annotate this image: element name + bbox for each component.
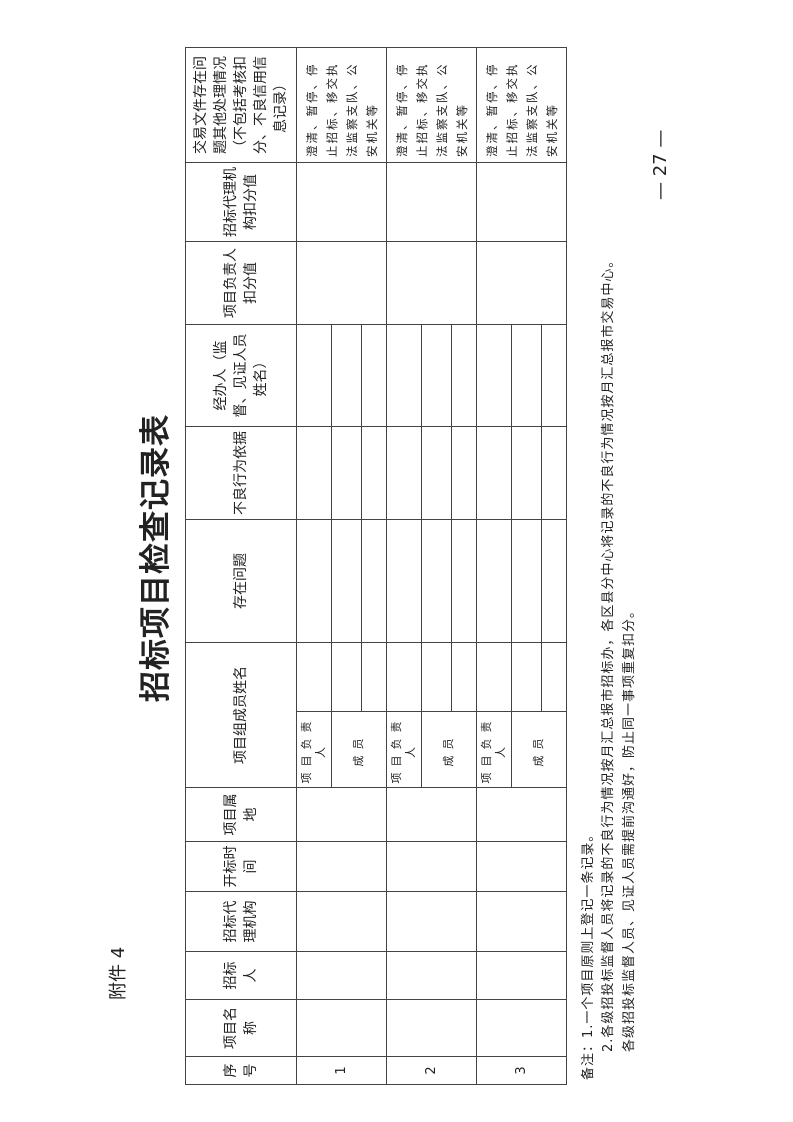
basis-cell[interactable] xyxy=(476,426,512,520)
handler-cell[interactable] xyxy=(451,324,477,427)
leader-name-cell[interactable] xyxy=(296,642,332,712)
member-name-cell[interactable] xyxy=(331,642,362,712)
handler-cell[interactable] xyxy=(476,324,512,427)
handler-cell[interactable] xyxy=(421,324,452,427)
issue-cell[interactable] xyxy=(541,519,567,643)
other-handling-cell: 澄清、暂停、停止招标、移交执法监察支队、公安机关等 xyxy=(296,47,387,163)
agency-deduct-cell[interactable] xyxy=(476,162,567,242)
leader-deduct-cell[interactable] xyxy=(296,241,387,325)
leader-deduct-cell[interactable] xyxy=(386,241,477,325)
header-row: 序号 项目名称 招标人 招标代理机构 开标时间 项目属地 项目组成员姓名 存在问… xyxy=(185,47,297,1085)
handler-cell[interactable] xyxy=(296,324,332,427)
location-cell[interactable] xyxy=(386,787,477,842)
basis-cell[interactable] xyxy=(541,426,567,520)
table-row: 2 项目负责人 澄清、暂停、停止招标、移交执法监察支队、公安机关等 xyxy=(386,47,477,1085)
header-basis: 不良行为依据 xyxy=(185,426,297,520)
issue-cell[interactable] xyxy=(361,519,387,643)
basis-cell[interactable] xyxy=(421,426,452,520)
member-name-cell[interactable] xyxy=(541,642,567,712)
leader-name-cell[interactable] xyxy=(386,642,422,712)
header-seq: 序号 xyxy=(185,1056,297,1085)
basis-cell[interactable] xyxy=(451,426,477,520)
table-row: 3 项目负责人 澄清、暂停、停止招标、移交执法监察支队、公安机关等 xyxy=(476,47,567,1085)
header-open-time: 开标时间 xyxy=(185,841,297,892)
issue-cell[interactable] xyxy=(296,519,332,643)
note-line-3: 各级招投标监督人员、见证人员需提前沟通好，防止同一事项重复扣分。 xyxy=(622,603,637,1052)
location-cell[interactable] xyxy=(296,787,387,842)
table-row: 1 项目负责人 澄清、暂停、停止招标、移交执法监察支队、公安机关等 xyxy=(296,47,387,1085)
page-number: — 27 — xyxy=(650,129,671,200)
member-name-cell[interactable] xyxy=(421,642,452,712)
handler-cell[interactable] xyxy=(361,324,387,427)
project-name-cell[interactable] xyxy=(296,999,387,1057)
page-title: 招标项目检查记录表 xyxy=(138,414,174,702)
member-name-cell[interactable] xyxy=(451,642,477,712)
member-label: 成员 xyxy=(421,711,477,788)
header-project-name: 项目名称 xyxy=(185,999,297,1057)
basis-cell[interactable] xyxy=(361,426,387,520)
seq-cell: 1 xyxy=(296,1056,387,1085)
header-leader-deduct: 项目负责人扣分值 xyxy=(185,241,297,325)
tenderer-cell[interactable] xyxy=(476,951,567,1000)
basis-cell[interactable] xyxy=(331,426,362,520)
seq-cell: 3 xyxy=(476,1056,567,1085)
basis-cell[interactable] xyxy=(386,426,422,520)
agency-deduct-cell[interactable] xyxy=(386,162,477,242)
handler-cell[interactable] xyxy=(386,324,422,427)
header-location: 项目属地 xyxy=(185,787,297,842)
handler-cell[interactable] xyxy=(331,324,362,427)
member-label: 成员 xyxy=(331,711,387,788)
header-other: 交易文件存在问题其他处理情况（不包括考核扣分、不良信用信息记录） xyxy=(185,47,297,163)
header-issues: 存在问题 xyxy=(185,519,297,643)
open-time-cell[interactable] xyxy=(476,841,567,892)
other-handling-cell: 澄清、暂停、停止招标、移交执法监察支队、公安机关等 xyxy=(476,47,567,163)
project-name-cell[interactable] xyxy=(386,999,477,1057)
member-name-cell[interactable] xyxy=(361,642,387,712)
header-tenderer: 招标人 xyxy=(185,951,297,1000)
agency-cell[interactable] xyxy=(476,891,567,952)
agency-cell[interactable] xyxy=(296,891,387,952)
leader-label: 项目负责人 xyxy=(386,711,422,788)
tenderer-cell[interactable] xyxy=(386,951,477,1000)
agency-cell[interactable] xyxy=(386,891,477,952)
issue-cell[interactable] xyxy=(386,519,422,643)
basis-cell[interactable] xyxy=(296,426,332,520)
header-handler: 经办人（监督、见证人员姓名） xyxy=(185,324,297,427)
handler-cell[interactable] xyxy=(541,324,567,427)
annex-label: 附件 4 xyxy=(108,946,129,1000)
note-line-1: 备注：1.一个项目原则上登记一条记录。 xyxy=(581,827,596,1080)
note-line-2: 2.各级招投标监督人员将记录的不良行为情况按月汇总报市招标办，各区县分中心将记录… xyxy=(601,253,616,1052)
issue-cell[interactable] xyxy=(511,519,542,643)
leader-name-cell[interactable] xyxy=(476,642,512,712)
issue-cell[interactable] xyxy=(331,519,362,643)
header-members: 项目组成员姓名 xyxy=(185,642,297,788)
basis-cell[interactable] xyxy=(511,426,542,520)
issue-cell[interactable] xyxy=(476,519,512,643)
leader-deduct-cell[interactable] xyxy=(476,241,567,325)
tenderer-cell[interactable] xyxy=(296,951,387,1000)
member-name-cell[interactable] xyxy=(511,642,542,712)
leader-label: 项目负责人 xyxy=(476,711,512,788)
issue-cell[interactable] xyxy=(421,519,452,643)
seq-cell: 2 xyxy=(386,1056,477,1085)
handler-cell[interactable] xyxy=(511,324,542,427)
member-label: 成员 xyxy=(511,711,567,788)
inspection-record-table: 序号 项目名称 招标人 招标代理机构 开标时间 项目属地 项目组成员姓名 存在问… xyxy=(185,47,567,1085)
location-cell[interactable] xyxy=(476,787,567,842)
other-handling-cell: 澄清、暂停、停止招标、移交执法监察支队、公安机关等 xyxy=(386,47,477,163)
project-name-cell[interactable] xyxy=(476,999,567,1057)
open-time-cell[interactable] xyxy=(296,841,387,892)
leader-label: 项目负责人 xyxy=(296,711,332,788)
issue-cell[interactable] xyxy=(451,519,477,643)
header-agency-deduct: 招标代理机构扣分值 xyxy=(185,162,297,242)
agency-deduct-cell[interactable] xyxy=(296,162,387,242)
header-agency: 招标代理机构 xyxy=(185,891,297,952)
open-time-cell[interactable] xyxy=(386,841,477,892)
